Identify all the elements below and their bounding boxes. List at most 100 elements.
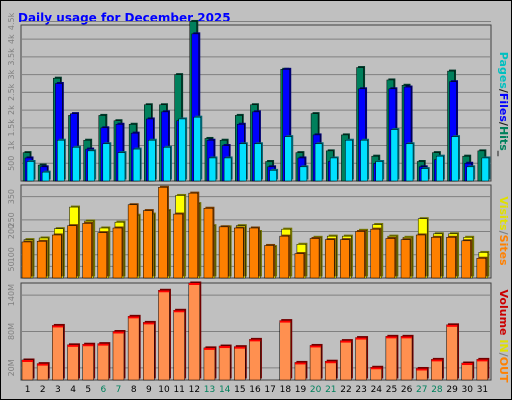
pages-bar: [178, 117, 188, 182]
day-label: 7: [116, 385, 122, 395]
volume-bar: [385, 334, 399, 381]
day-label: 15: [234, 385, 245, 395]
day-label: 3: [55, 385, 61, 395]
volume-bar: [476, 357, 490, 381]
hits-panel: 4.5k 4k 3.5k 3k 2.5k 2k 1.5k 1k 500: [7, 12, 492, 182]
pages-bar: [208, 156, 218, 182]
pages-bar: [314, 142, 324, 182]
legend-visits-sites: Visits/Sites: [497, 196, 510, 266]
sites-bar: [249, 226, 260, 279]
visits-tick-label: 250: [7, 212, 16, 227]
pages-bar: [360, 138, 370, 182]
sites-bar: [324, 238, 336, 279]
legend-bottom-part: /: [497, 353, 510, 358]
hits-tick-label: 2.5k: [7, 83, 16, 101]
sites-bar: [431, 235, 442, 279]
volume-bar: [446, 323, 460, 381]
pages-bar: [436, 154, 445, 182]
day-label: 9: [146, 385, 152, 395]
day-label: 21: [325, 385, 336, 395]
volume-bar: [97, 342, 111, 381]
pages-bar: [148, 138, 157, 182]
volume-bar: [370, 365, 384, 381]
volume-bar: [340, 339, 353, 381]
pages-bar: [117, 151, 127, 182]
volume-bar: [188, 281, 202, 381]
pages-bar: [405, 142, 415, 182]
sites-bar: [415, 233, 427, 279]
legend-top-part: Hits: [497, 126, 510, 151]
pages-bar: [163, 145, 172, 182]
kbytes-tick-label: 80M: [7, 323, 16, 340]
hits-tick-label: 3.5k: [7, 48, 16, 66]
day-label: 1: [25, 385, 31, 395]
day-labels: 1 2 3 4 5 6 7 8 9 10 11 12 13 14 15 16 17 18 19 20 21 22 23 24 2…: [25, 385, 488, 395]
day-label: 26: [401, 385, 413, 395]
day-label: 4: [70, 385, 76, 395]
sites-bar: [309, 236, 321, 279]
pages-bar: [329, 156, 339, 182]
pages-bar: [26, 160, 36, 182]
day-label: 30: [462, 385, 474, 395]
hits-tick-label: 3k: [7, 69, 16, 79]
sites-bar: [36, 239, 48, 279]
pages-bar: [451, 135, 461, 182]
volume-bar: [249, 337, 262, 381]
pages-bar: [72, 145, 81, 182]
day-label: 11: [173, 385, 184, 395]
visits-tick-label: 200: [7, 224, 16, 239]
visits-tick-label: 100: [7, 247, 16, 262]
volume-bar: [400, 334, 414, 381]
volume-bar: [143, 320, 156, 381]
volume-bar: [21, 358, 35, 381]
volume-bar: [461, 361, 475, 381]
sites-bar: [82, 221, 94, 279]
day-label: 31: [477, 385, 488, 395]
pages-bar: [299, 165, 309, 182]
pages-bar: [420, 167, 430, 182]
legend-mid-part: /: [497, 231, 510, 236]
day-label: 5: [85, 385, 91, 395]
sites-bar: [355, 230, 367, 279]
pages-bar: [466, 165, 476, 182]
hits-tick-label: 4k: [7, 34, 16, 44]
sites-bar: [203, 206, 215, 279]
day-label: 17: [264, 385, 275, 395]
volume-bar: [431, 357, 444, 381]
volume-bar: [127, 314, 141, 381]
sites-bar: [234, 226, 245, 279]
pages-bar: [87, 149, 97, 182]
volume-bar: [36, 362, 50, 381]
sites-bar: [188, 191, 200, 279]
volume-bar: [203, 346, 217, 381]
volume-bar: [67, 343, 80, 381]
sites-bar: [67, 224, 78, 279]
volume-bar: [309, 343, 323, 381]
legend-top-part: Files: [497, 93, 510, 123]
pages-bar: [269, 168, 279, 182]
legend-volume-in-out: Volume IN/OUT: [497, 290, 510, 383]
day-label: 10: [158, 385, 170, 395]
volume-bar: [52, 323, 65, 381]
sites-bar: [279, 234, 291, 279]
sites-bar: [461, 239, 473, 279]
sites-bar: [21, 240, 33, 279]
pages-bar: [57, 138, 66, 182]
legend-top-part: /: [497, 122, 510, 127]
day-label: 18: [280, 385, 292, 395]
volume-bar: [324, 359, 338, 381]
volume-bar: [234, 345, 247, 381]
day-label: 14: [219, 385, 231, 395]
day-label: 13: [204, 385, 215, 395]
hits-tick-label: 1k: [7, 140, 16, 150]
sites-bar: [52, 233, 63, 279]
legend-top-part: /: [497, 89, 510, 94]
pages-bar: [239, 142, 248, 182]
day-label: 2: [40, 385, 46, 395]
sites-bar: [400, 238, 412, 279]
sites-bar: [385, 236, 397, 279]
pages-bar: [102, 142, 112, 182]
volume-bar: [355, 336, 369, 381]
pages-bar: [390, 128, 400, 182]
